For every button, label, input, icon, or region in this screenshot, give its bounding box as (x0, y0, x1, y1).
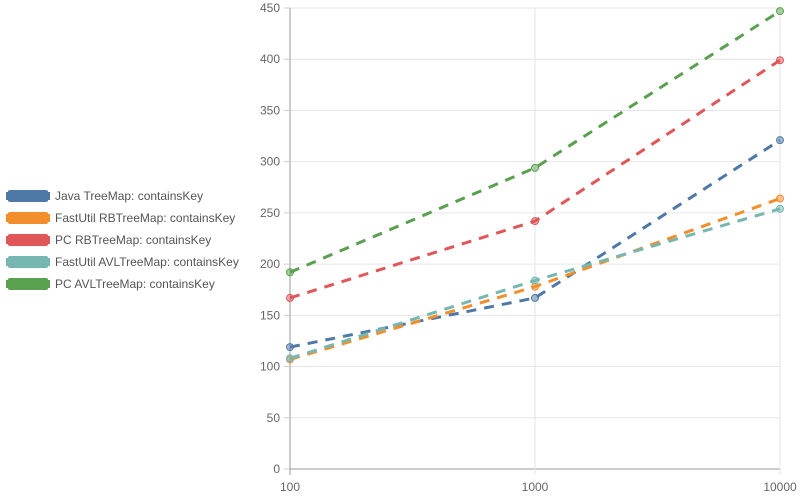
data-point-4-0 (286, 268, 294, 277)
y-tick-label: 100 (260, 360, 280, 374)
legend-label: FastUtil AVLTreeMap: containsKey (55, 255, 239, 269)
y-tick-label: 450 (260, 1, 280, 15)
data-point-3-1 (531, 276, 539, 285)
data-point-0-1 (531, 293, 539, 302)
y-tick-label: 350 (260, 103, 280, 117)
legend-label: PC AVLTreeMap: containsKey (55, 277, 215, 291)
data-point-3-0 (286, 354, 294, 363)
y-tick-label: 400 (260, 52, 280, 66)
legend-item-java-treemap[interactable]: Java TreeMap: containsKey (6, 185, 239, 207)
legend-swatch (6, 234, 50, 246)
y-tick-label: 200 (260, 257, 280, 271)
x-tick-label: 10000 (763, 480, 797, 494)
series-lines (286, 7, 784, 364)
legend-swatch (6, 212, 50, 224)
legend-label: Java TreeMap: containsKey (55, 189, 204, 203)
legend-item-pc-avltreemap[interactable]: PC AVLTreeMap: containsKey (6, 273, 239, 295)
legend-swatch (6, 278, 50, 290)
data-point-2-1 (531, 217, 539, 226)
data-point-3-2 (776, 204, 784, 213)
y-tick-label: 150 (260, 308, 280, 322)
legend-label: PC RBTreeMap: containsKey (55, 233, 212, 247)
data-point-2-2 (776, 56, 784, 65)
data-point-1-2 (776, 194, 784, 203)
legend-swatch (6, 256, 50, 268)
grid (289, 7, 781, 475)
legend-item-pc-rbtreemap[interactable]: PC RBTreeMap: containsKey (6, 229, 239, 251)
y-tick-label: 300 (260, 155, 280, 169)
x-tick-label: 1000 (522, 480, 549, 494)
legend-item-fastutil-rbtreemap[interactable]: FastUtil RBTreeMap: containsKey (6, 207, 239, 229)
x-tick-label: 100 (280, 480, 300, 494)
axes: 0 50 100 150 200 250 300 350 400 450 100 1000 10000 (260, 1, 797, 494)
legend-swatch (6, 190, 50, 202)
data-point-0-0 (286, 343, 294, 352)
legend-label: FastUtil RBTreeMap: containsKey (55, 211, 236, 225)
data-point-4-1 (531, 163, 539, 172)
data-point-4-2 (776, 7, 784, 16)
y-tick-label: 0 (273, 462, 280, 476)
legend-item-fastutil-avltreemap[interactable]: FastUtil AVLTreeMap: containsKey (6, 251, 239, 273)
data-point-0-2 (776, 136, 784, 145)
y-tick-label: 250 (260, 206, 280, 220)
data-point-2-0 (286, 293, 294, 302)
legend: Java TreeMap: containsKey FastUtil RBTre… (6, 185, 239, 295)
y-tick-label: 50 (267, 411, 281, 425)
